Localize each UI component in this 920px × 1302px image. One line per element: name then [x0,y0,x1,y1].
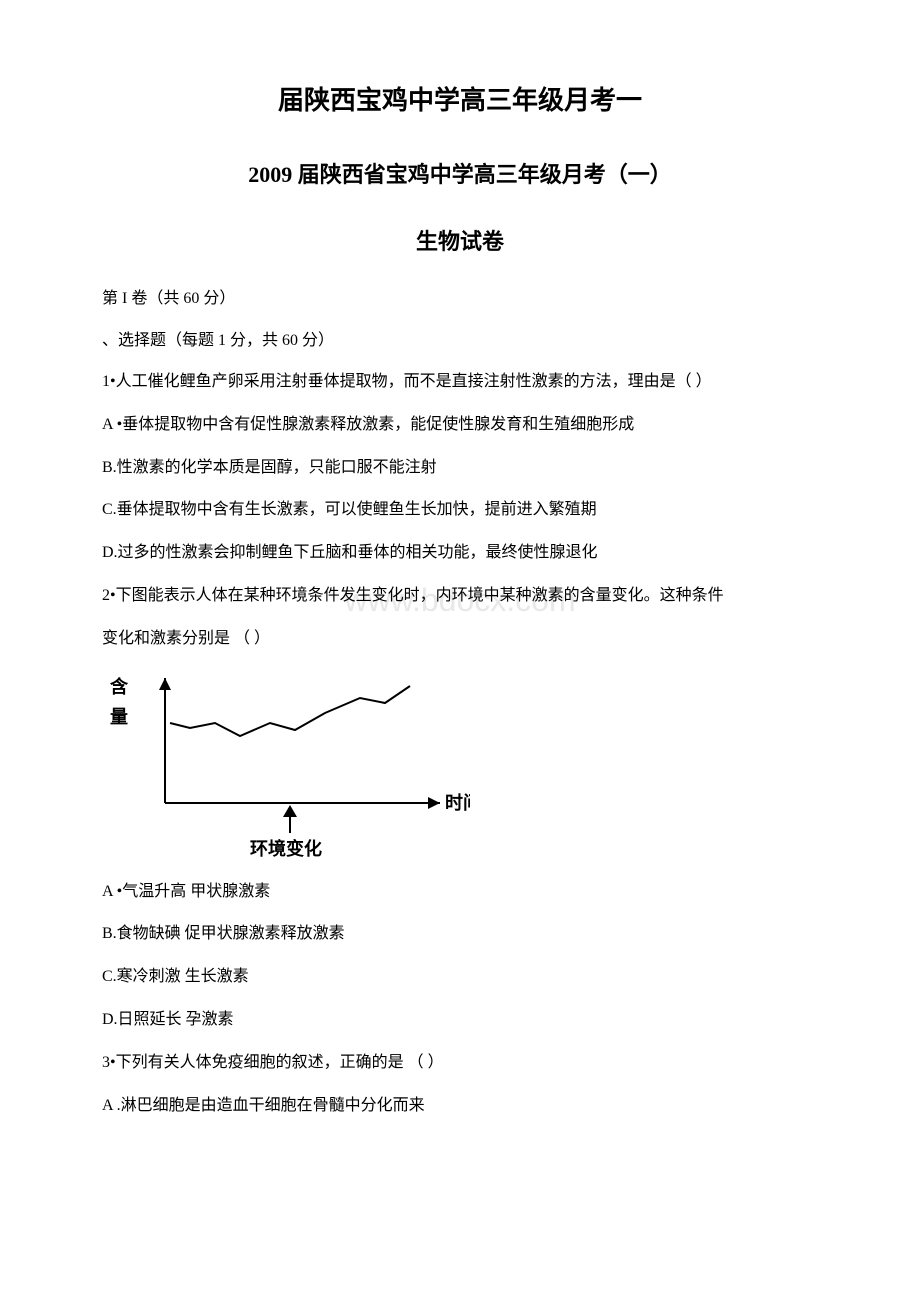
q1-option-a: A •垂体提取物中含有促性腺激素释放激素，能促使性腺发育和生殖细胞形成 [70,411,850,440]
section-header: 、选择题（每题 1 分，共 60 分） [70,326,850,350]
q2-option-c: C.寒冷刺激 生长激素 [70,963,850,992]
q2-option-b: B.食物缺碘 促甲状腺激素释放激素 [70,920,850,949]
main-title: 届陕西宝鸡中学高三年级月考一 [70,80,850,117]
svg-text:时间: 时间 [445,793,470,813]
part-header: 第 I 卷（共 60 分） [70,284,850,308]
subject-title: 生物试卷 [70,224,850,256]
q1-option-c: C.垂体提取物中含有生长激素，可以使鲤鱼生长加快，提前进入繁殖期 [70,496,850,525]
hormone-chart: 含量时间环境变化 [110,668,470,868]
svg-text:量: 量 [110,706,128,727]
q2-option-d: D.日照延长 孕激素 [70,1006,850,1035]
svg-text:环境变化: 环境变化 [250,838,322,859]
q2-stem-line2: 变化和激素分别是 （ ） [70,625,850,654]
q1-option-b: B.性激素的化学本质是固醇，只能口服不能注射 [70,454,850,483]
q3-option-a: A .淋巴细胞是由造血干细胞在骨髓中分化而来 [70,1092,850,1121]
q3-stem: 3•下列有关人体免疫细胞的叙述，正确的是 （ ） [70,1049,850,1078]
q2-option-a: A •气温升高 甲状腺激素 [70,878,850,907]
q1-stem: 1•人工催化鲤鱼产卵采用注射垂体提取物，而不是直接注射性激素的方法，理由是（ ） [70,368,850,397]
q1-option-d: D.过多的性激素会抑制鲤鱼下丘脑和垂体的相关功能，最终使性腺退化 [70,539,850,568]
q2-stem-line1: 2•下图能表示人体在某种环境条件发生变化时，内环境中某种激素的含量变化。这种条件 [70,582,850,611]
sub-title: 2009 届陕西省宝鸡中学高三年级月考（一） [70,157,850,189]
svg-text:含: 含 [110,676,129,697]
